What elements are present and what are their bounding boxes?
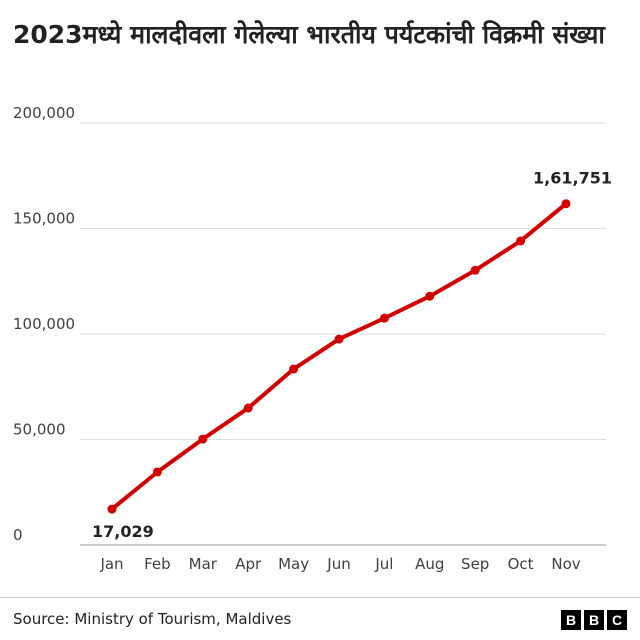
x-tick-label: Nov [551, 555, 580, 573]
data-label: 1,61,751 [533, 169, 612, 188]
logo-letter: B [584, 610, 604, 630]
x-tick-label: Mar [189, 555, 218, 573]
x-tick-label: Aug [415, 555, 444, 573]
bbc-logo: B B C [561, 610, 627, 630]
x-tick-label: Jun [326, 555, 350, 573]
data-point [334, 334, 344, 344]
data-point [289, 364, 299, 374]
y-tick-label: 100,000 [13, 315, 75, 333]
x-tick-label: Apr [235, 555, 262, 573]
x-tick-label: Jul [374, 555, 393, 573]
source-note: Source: Ministry of Tourism, Maldives [13, 610, 292, 628]
data-point [561, 199, 571, 209]
x-tick-label: Sep [461, 555, 489, 573]
data-point [243, 403, 253, 413]
data-point [425, 291, 435, 301]
data-point [470, 265, 480, 275]
data-point [107, 504, 117, 514]
x-tick-label: Jan [99, 555, 123, 573]
y-tick-label: 200,000 [13, 104, 75, 122]
x-tick-label: May [278, 555, 309, 573]
y-tick-label: 0 [13, 526, 23, 544]
data-point [198, 434, 208, 444]
chart-title: 2023मध्ये मालदीवला गेलेल्या भारतीय पर्यट… [13, 20, 605, 49]
data-label: 17,029 [92, 522, 154, 541]
y-tick-label: 50,000 [13, 421, 66, 439]
x-tick-label: Oct [508, 555, 534, 573]
data-point [152, 467, 162, 477]
x-tick-label: Feb [144, 555, 171, 573]
logo-letter: C [607, 610, 627, 630]
y-tick-label: 150,000 [13, 210, 75, 228]
data-point [516, 236, 526, 246]
footer-divider [0, 597, 640, 598]
series-line [110, 202, 568, 511]
data-point [379, 313, 389, 323]
logo-letter: B [561, 610, 581, 630]
line-chart: 0 50,000 100,000 150,000 200,000 Jan Feb Mar Apr… [13, 104, 612, 573]
